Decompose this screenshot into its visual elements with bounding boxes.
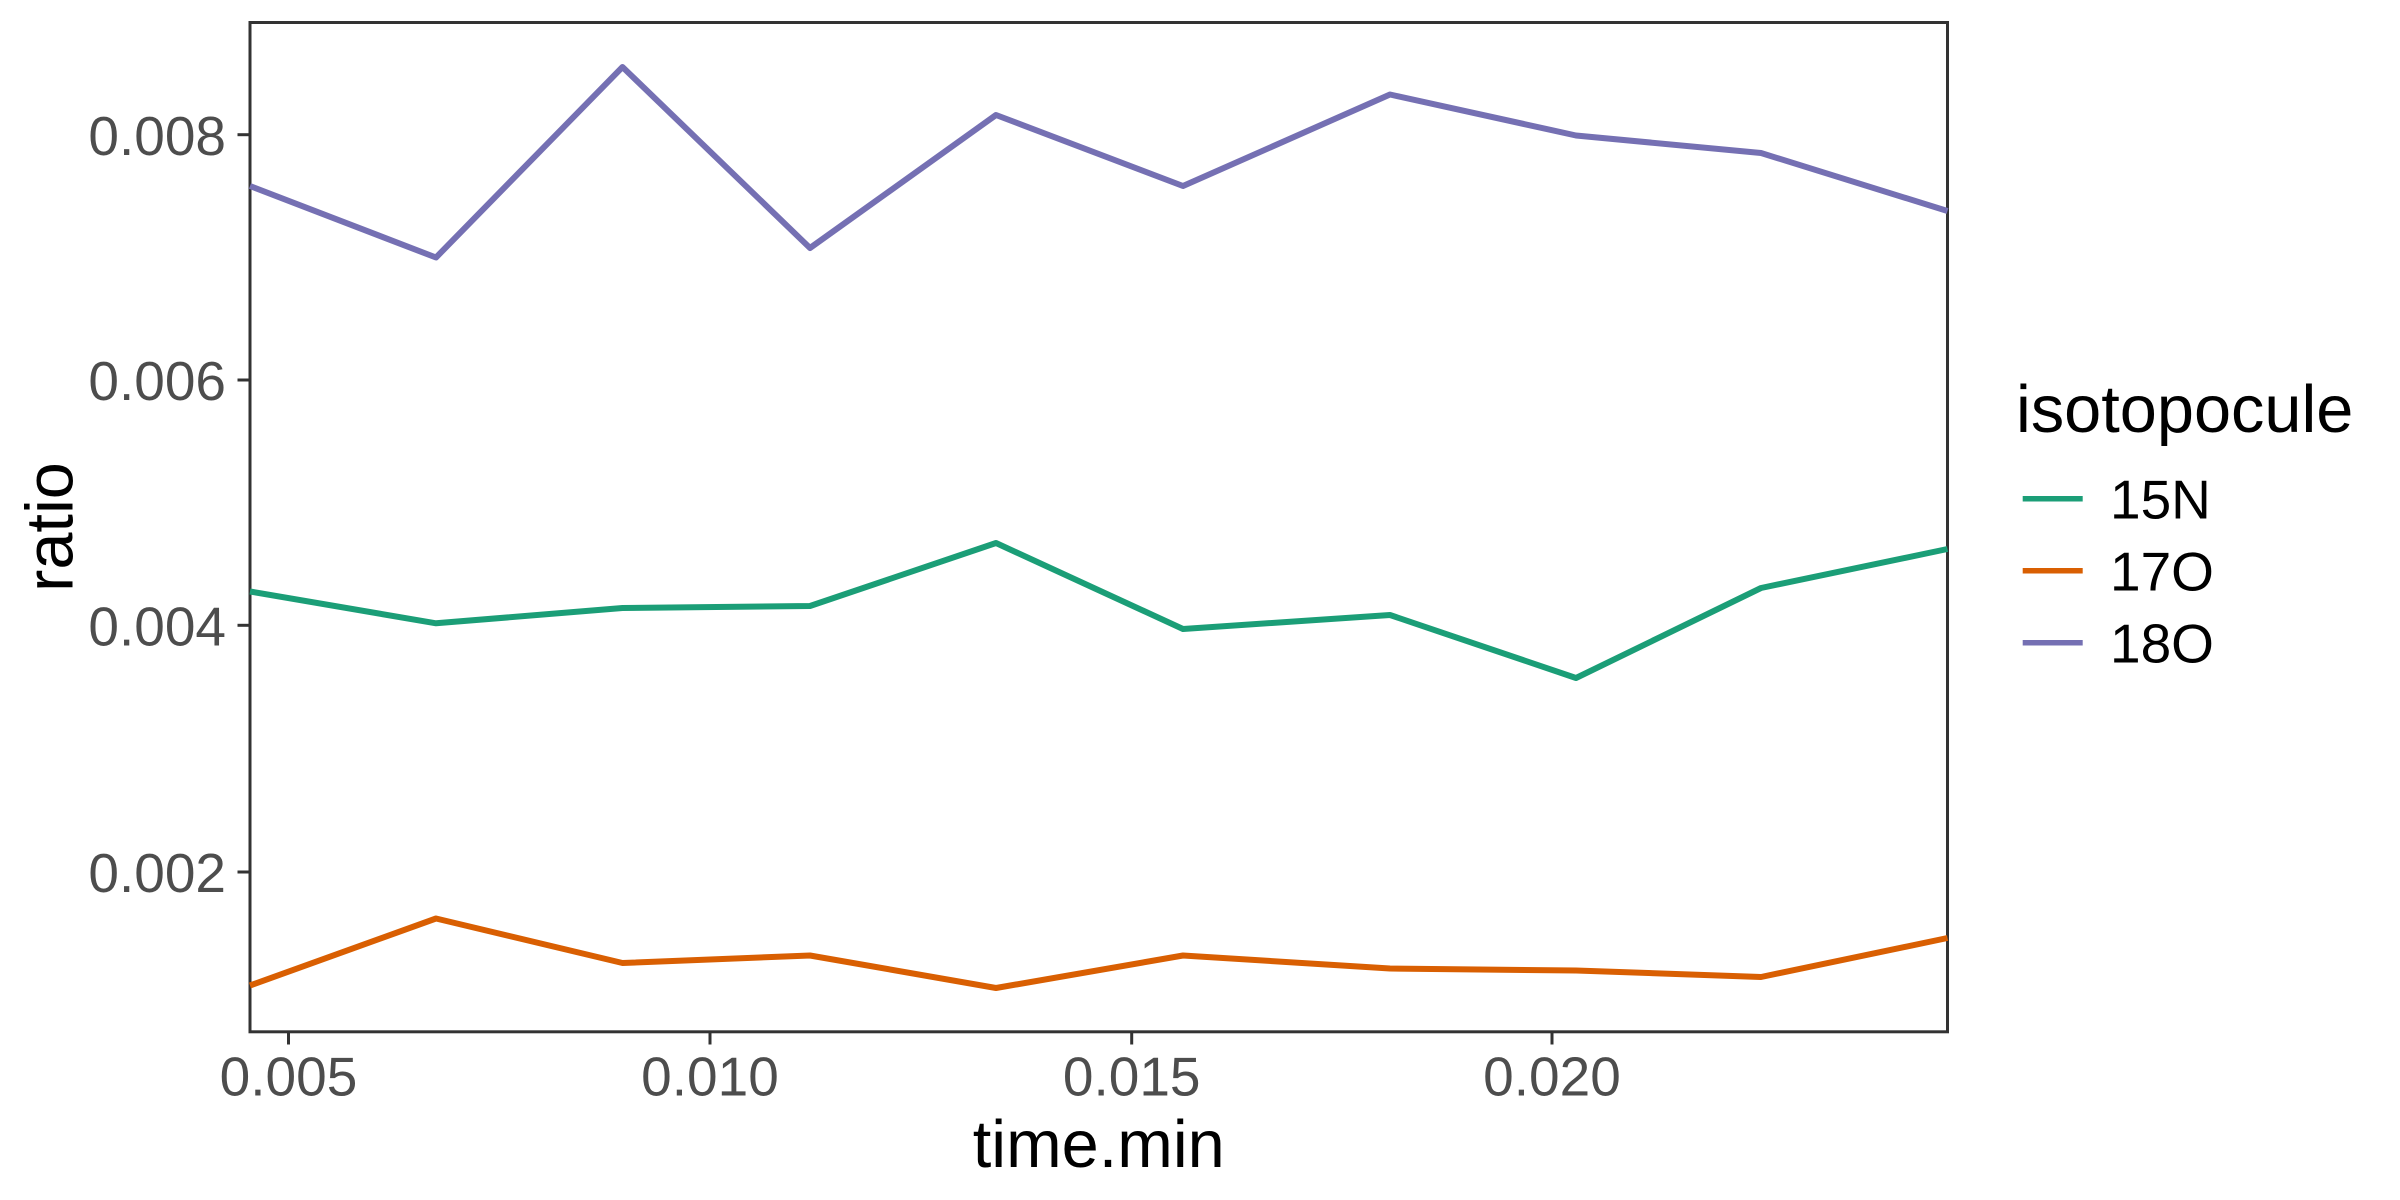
svg-text:0.004: 0.004 bbox=[88, 596, 226, 658]
svg-text:ratio: ratio bbox=[13, 462, 87, 592]
svg-text:0.010: 0.010 bbox=[641, 1046, 779, 1108]
svg-text:0.008: 0.008 bbox=[88, 105, 226, 167]
svg-text:0.002: 0.002 bbox=[88, 842, 226, 904]
svg-text:15N: 15N bbox=[2110, 469, 2211, 531]
svg-text:time.min: time.min bbox=[973, 1108, 1225, 1182]
svg-text:isotopocule: isotopocule bbox=[2016, 373, 2353, 447]
svg-text:18O: 18O bbox=[2110, 613, 2214, 675]
svg-text:17O: 17O bbox=[2110, 541, 2214, 603]
svg-text:0.006: 0.006 bbox=[88, 350, 226, 412]
svg-text:0.020: 0.020 bbox=[1483, 1046, 1621, 1108]
svg-text:0.015: 0.015 bbox=[1063, 1046, 1201, 1108]
svg-text:0.005: 0.005 bbox=[220, 1046, 358, 1108]
